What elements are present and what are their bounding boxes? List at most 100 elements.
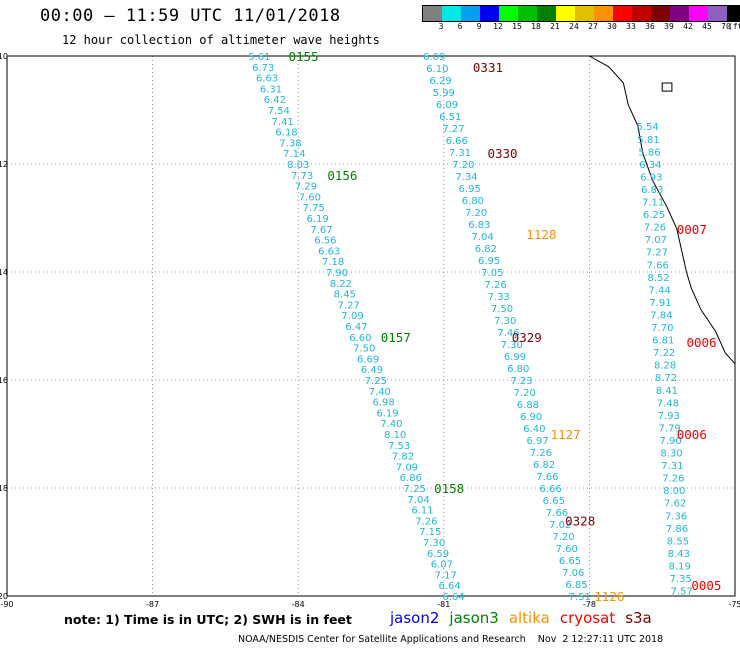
wave-height-value: 8.00 [663,486,685,497]
island-outline [661,82,673,92]
colorbar-label: 33 [626,22,636,31]
wave-height-value: 7.90 [659,436,681,447]
wave-height-value: 6.42 [264,95,286,106]
wave-height-value: 6.64 [442,592,464,603]
wave-height-value: 7.25 [404,484,426,495]
colorbar-label: 36 [645,22,655,31]
satellite-legend: jason2 jason3 altika cryosat s3a [390,609,662,627]
wave-height-value: 7.91 [649,298,671,309]
colorbar-label: 15 [512,22,522,31]
wave-height-value: 6.82 [475,244,497,255]
wave-height-value: 7.70 [651,323,673,334]
wave-height-value: 8.19 [669,561,691,572]
colorbar-swatch [575,6,594,21]
wave-height-value: 7.26 [484,280,506,291]
wave-height-value: 6.07 [431,560,453,571]
pass-label-s3a: 0329 [512,330,542,345]
wave-height-value: 8.03 [287,160,309,171]
colorbar-swatch [499,6,518,21]
colorbar-swatch [423,6,442,21]
wave-height-value: 7.14 [283,149,305,160]
colorbar-swatch [613,6,632,21]
colorbar-swatch [670,6,689,21]
wave-height-value: 7.44 [648,285,670,296]
chart-subtitle: 12 hour collection of altimeter wave hei… [62,33,380,47]
wave-height-value: 7.53 [388,441,410,452]
wave-height-value: 5.86 [638,147,660,158]
wave-height-value: 7.84 [650,310,672,321]
wave-height-value: 7.36 [665,511,687,522]
legend-s3a: s3a [625,609,652,627]
pass-label-cryosat: 0006 [686,335,716,350]
wave-height-value: 7.07 [645,235,667,246]
wave-height-value: 7.51 [569,592,591,603]
wave-height-value: 6.65 [543,496,565,507]
wave-height-value: 8.55 [667,536,689,547]
colorbar-label: 9 [476,22,482,31]
wave-height-value: 8.52 [648,273,670,284]
wave-height-value: 7.79 [659,423,681,434]
wave-height-value: 6.99 [504,352,526,363]
wave-height-value: 7.02 [549,520,571,531]
wave-height-value: 7.04 [407,495,429,506]
pass-label-cryosat: 0006 [677,427,707,442]
wave-height-value: 6.60 [349,333,371,344]
wave-height-value: 7.27 [338,300,360,311]
lat-tick-label: -16 [0,376,8,385]
wave-height-value: 6.81 [652,336,674,347]
wave-height-value: 6.19 [376,408,398,419]
wave-height-value: 6.10 [426,64,448,75]
wave-height-value: 7.93 [658,411,680,422]
legend-altika: altika [508,609,550,627]
wave-height-value: 7.38 [279,138,301,149]
wave-height-colorbar [422,5,740,22]
colorbar-label: 6 [457,22,463,31]
colorbar-label: 12 [493,22,503,31]
colorbar-swatch [632,6,651,21]
lat-lon-grid [7,56,735,596]
pass-label-altika: 1128 [526,227,556,242]
lat-tick-label: -18 [0,484,8,493]
wave-height-value: 7.05 [481,268,503,279]
colorbar-swatch [518,6,537,21]
wave-height-value: 7.29 [295,182,317,193]
wave-height-value: 6.65 [559,556,581,567]
wave-height-value: 7.31 [449,148,471,159]
wave-height-value: 6.09 [436,100,458,111]
wave-height-value: 7.82 [392,452,414,463]
wave-height-value: 5.81 [637,135,659,146]
wave-height-value: 6.40 [523,424,545,435]
lat-tick-label: -10 [0,52,8,61]
colorbar-label: 18 [531,22,541,31]
wave-height-value: 8.30 [660,449,682,460]
wave-height-value: 6.82 [533,460,555,471]
colorbar-swatch [689,6,708,21]
wave-height-value: 7.66 [536,472,558,483]
pass-label-s3a: 0331 [473,60,503,75]
wave-height-value: 6.29 [429,76,451,87]
wave-height-value: 6.88 [517,400,539,411]
wave-height-value: 7.50 [353,344,375,355]
wave-height-value: 7.20 [552,532,574,543]
wave-height-value: 7.11 [642,198,664,209]
coastline-line [589,55,736,365]
coastline [589,55,736,365]
colorbar-swatch [461,6,480,21]
colorbar-label: 3 [438,22,444,31]
wave-height-value: 6.18 [275,128,297,139]
jason3-track: 5.616.736.636.316.427.547.416.187.387.14… [248,52,464,603]
wave-height-value: 7.75 [303,203,325,214]
wave-height-value: 7.27 [646,248,668,259]
wave-height-value: 7.86 [666,524,688,535]
wave-height-value: 7.09 [341,311,363,322]
wave-height-value: 8.72 [655,373,677,384]
lat-tick-label: -12 [0,160,8,169]
wave-height-value: 6.80 [507,364,529,375]
wave-height-value: 6.97 [526,436,548,447]
footer-credit: NOAA/NESDIS Center for Satellite Applica… [238,634,664,645]
wave-height-value: 6.95 [459,184,481,195]
wave-height-value: 6.56 [314,236,336,247]
wave-height-value: 6.85 [565,580,587,591]
wave-height-value: 7.54 [268,106,290,117]
